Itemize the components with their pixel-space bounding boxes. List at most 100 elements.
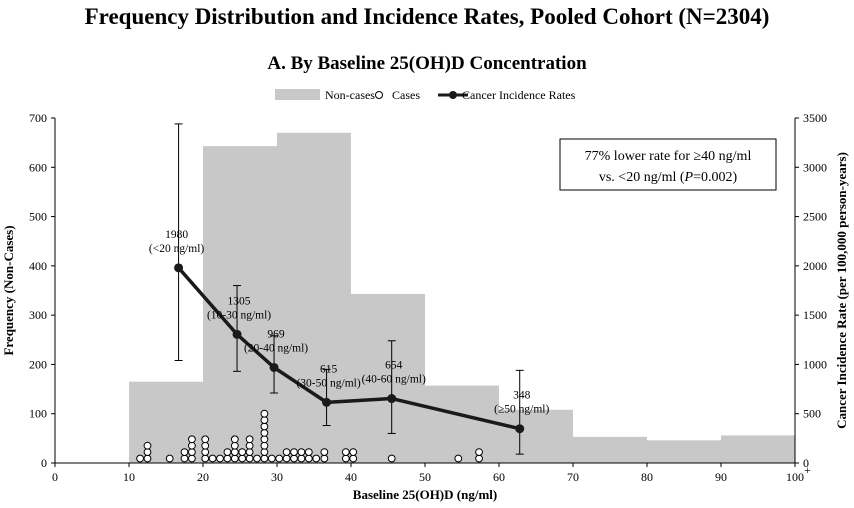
- rate-point-5: [387, 394, 397, 404]
- annotation-line-1: 77% lower rate for ≥40 ng/ml: [585, 149, 752, 164]
- case-marker: [260, 454, 269, 463]
- noncase-bar-5: [425, 385, 499, 463]
- legend-rates-label: Cancer Incidence Rates: [462, 88, 576, 102]
- rate-point-1: [174, 263, 184, 273]
- legend-cases-marker: [375, 91, 383, 99]
- case-marker: [245, 454, 254, 463]
- case-marker: [260, 441, 269, 450]
- case-marker: [230, 454, 239, 463]
- annotation-line-2-prefix: vs. <20 ng/ml (: [599, 170, 685, 185]
- x-tick-label: 10: [123, 470, 135, 484]
- case-marker: [475, 448, 483, 457]
- rate-point-2: [232, 329, 242, 339]
- case-marker: [282, 454, 291, 463]
- y-right-tick-label: 1500: [803, 308, 827, 322]
- y-left-tick-label: 200: [29, 357, 47, 371]
- case-marker: [143, 441, 152, 450]
- x-axis-title: Baseline 25(OH)D (ng/ml): [353, 487, 497, 502]
- case-marker: [260, 435, 269, 444]
- case-marker: [238, 448, 247, 457]
- case-marker: [267, 454, 276, 463]
- case-marker: [320, 454, 329, 463]
- y-left-tick-label: 0: [41, 456, 47, 470]
- rate-range-label-5: (40-60 ng/ml): [362, 374, 426, 386]
- case-marker: [238, 454, 247, 463]
- case-marker: [304, 454, 313, 463]
- chart-subtitle: A. By Baseline 25(OH)D Concentration: [267, 53, 587, 74]
- case-marker: [341, 448, 350, 457]
- x-tick-label: 60: [493, 470, 505, 484]
- case-marker: [260, 429, 269, 437]
- rate-value-label-5: 654: [385, 360, 403, 372]
- rate-value-label-2: 1305: [228, 295, 251, 307]
- case-marker: [201, 435, 210, 444]
- x-tick-label: 50: [419, 470, 431, 484]
- case-marker: [208, 454, 217, 463]
- case-marker: [223, 448, 232, 457]
- case-marker: [165, 454, 174, 463]
- case-marker: [136, 454, 145, 463]
- x-tick-label: 100: [786, 470, 804, 484]
- case-marker: [216, 454, 224, 463]
- y-left-tick-label: 500: [29, 210, 47, 224]
- case-marker: [282, 448, 291, 457]
- y-right-tick-label: 0: [803, 456, 809, 470]
- case-marker: [180, 454, 189, 463]
- case-marker: [245, 448, 254, 457]
- case-markers: [136, 409, 483, 463]
- case-marker: [188, 435, 196, 444]
- legend-rates-marker: [449, 91, 457, 99]
- case-marker: [349, 448, 358, 457]
- annotation-frame: [559, 138, 777, 191]
- case-marker: [245, 435, 254, 444]
- case-marker: [253, 454, 261, 463]
- case-marker: [188, 454, 196, 463]
- axes: 0 10 20 30 40 50 60 70 80 90 100 +01002003004005006…: [1, 111, 849, 502]
- case-marker: [230, 435, 239, 444]
- case-marker: [260, 409, 269, 418]
- x-tick-label: 80: [641, 470, 653, 484]
- x-tick-label: 70: [567, 470, 579, 484]
- y-right-tick-label: 3500: [803, 111, 827, 125]
- y-left-tick-label: 700: [29, 111, 47, 125]
- case-marker: [290, 454, 298, 463]
- case-marker: [143, 454, 152, 463]
- case-marker: [454, 454, 463, 463]
- y-axis-left-title: Frequency (Non-Cases): [1, 225, 16, 355]
- annotation-box: 77% lower rate for ≥40 ng/ml vs. <20 ng/…: [559, 138, 777, 191]
- rate-range-label-2: (10-30 ng/ml): [207, 309, 271, 321]
- noncase-bar-3: [277, 132, 351, 464]
- case-marker: [260, 422, 269, 431]
- x-tick-suffix: +: [804, 463, 811, 477]
- rate-range-label-3: (20-40 ng/ml): [244, 342, 308, 354]
- rate-range-label-6: (≥50 ng/ml): [494, 404, 549, 416]
- case-marker: [180, 448, 189, 457]
- rate-value-label-6: 348: [513, 390, 531, 402]
- x-tick-label: 30: [271, 470, 283, 484]
- case-marker: [201, 454, 210, 463]
- case-marker: [320, 448, 329, 457]
- case-marker: [245, 441, 254, 450]
- noncase-bars: [129, 132, 795, 464]
- annotation-p-symbol: P: [684, 170, 694, 185]
- y-left-tick-label: 300: [29, 308, 47, 322]
- rate-value-label-4: 615: [320, 363, 338, 375]
- case-marker: [275, 454, 284, 463]
- case-marker: [349, 454, 358, 463]
- case-marker: [230, 441, 239, 450]
- legend-noncases-swatch: [275, 89, 320, 100]
- case-marker: [223, 454, 232, 463]
- rate-point-6: [515, 424, 525, 434]
- rate-value-label-3: 969: [267, 328, 285, 340]
- y-right-tick-label: 500: [803, 407, 821, 421]
- y-right-tick-label: 3000: [803, 160, 827, 174]
- y-left-tick-label: 100: [29, 407, 47, 421]
- case-marker: [297, 448, 306, 457]
- y-left-tick-label: 600: [29, 160, 47, 174]
- x-tick-label: 0: [52, 470, 58, 484]
- chart-title: Frequency Distribution and Incidence Rat…: [84, 4, 770, 29]
- legend-noncases-label: Non-cases: [325, 88, 375, 102]
- noncase-bar-7: [573, 436, 647, 463]
- noncase-bar-8: [647, 440, 721, 463]
